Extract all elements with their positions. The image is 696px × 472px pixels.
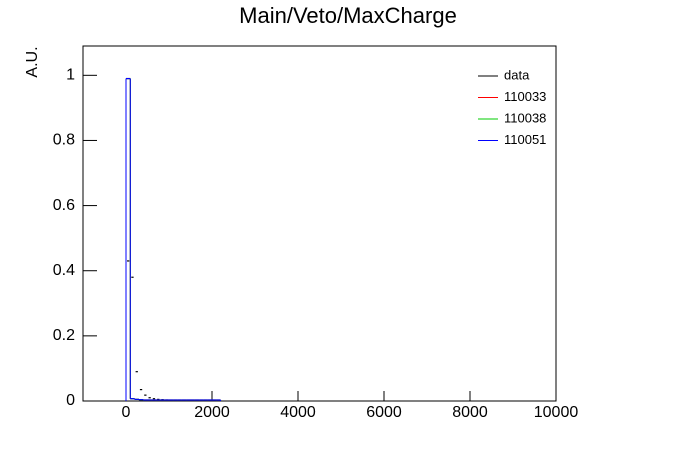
legend-label: 110051: [504, 132, 546, 147]
legend-label: 110033: [504, 89, 546, 104]
x-tick-label: 6000: [366, 404, 402, 421]
legend-label: data: [504, 67, 530, 82]
x-tick-label: 2000: [194, 404, 230, 421]
y-tick-label: 0.8: [53, 132, 75, 149]
plot-frame: [82, 45, 557, 402]
y-tick-label: 0.2: [53, 327, 75, 344]
x-tick-label: 10000: [534, 404, 579, 421]
y-axis-label: A.U.: [24, 46, 41, 77]
y-tick-label: 0.6: [53, 197, 75, 214]
y-tick-label: 1: [66, 67, 75, 84]
y-tick-label: 0: [66, 392, 75, 409]
x-tick-label: 4000: [280, 404, 316, 421]
x-tick-label: 0: [122, 404, 131, 421]
chart-title: Main/Veto/MaxCharge: [239, 3, 457, 28]
legend-label: 110038: [504, 110, 546, 125]
y-tick-label: 0.4: [53, 262, 75, 279]
x-tick-label: 8000: [452, 404, 488, 421]
